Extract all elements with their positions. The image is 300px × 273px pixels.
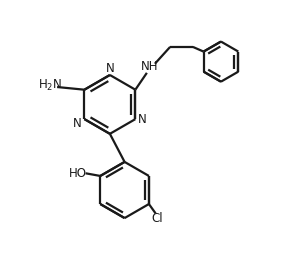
Text: N: N	[73, 117, 82, 130]
Text: N: N	[106, 62, 114, 75]
Text: NH: NH	[141, 60, 159, 73]
Text: N: N	[138, 113, 146, 126]
Text: Cl: Cl	[151, 212, 163, 225]
Text: H$_2$N: H$_2$N	[38, 78, 62, 93]
Text: HO: HO	[68, 167, 86, 180]
